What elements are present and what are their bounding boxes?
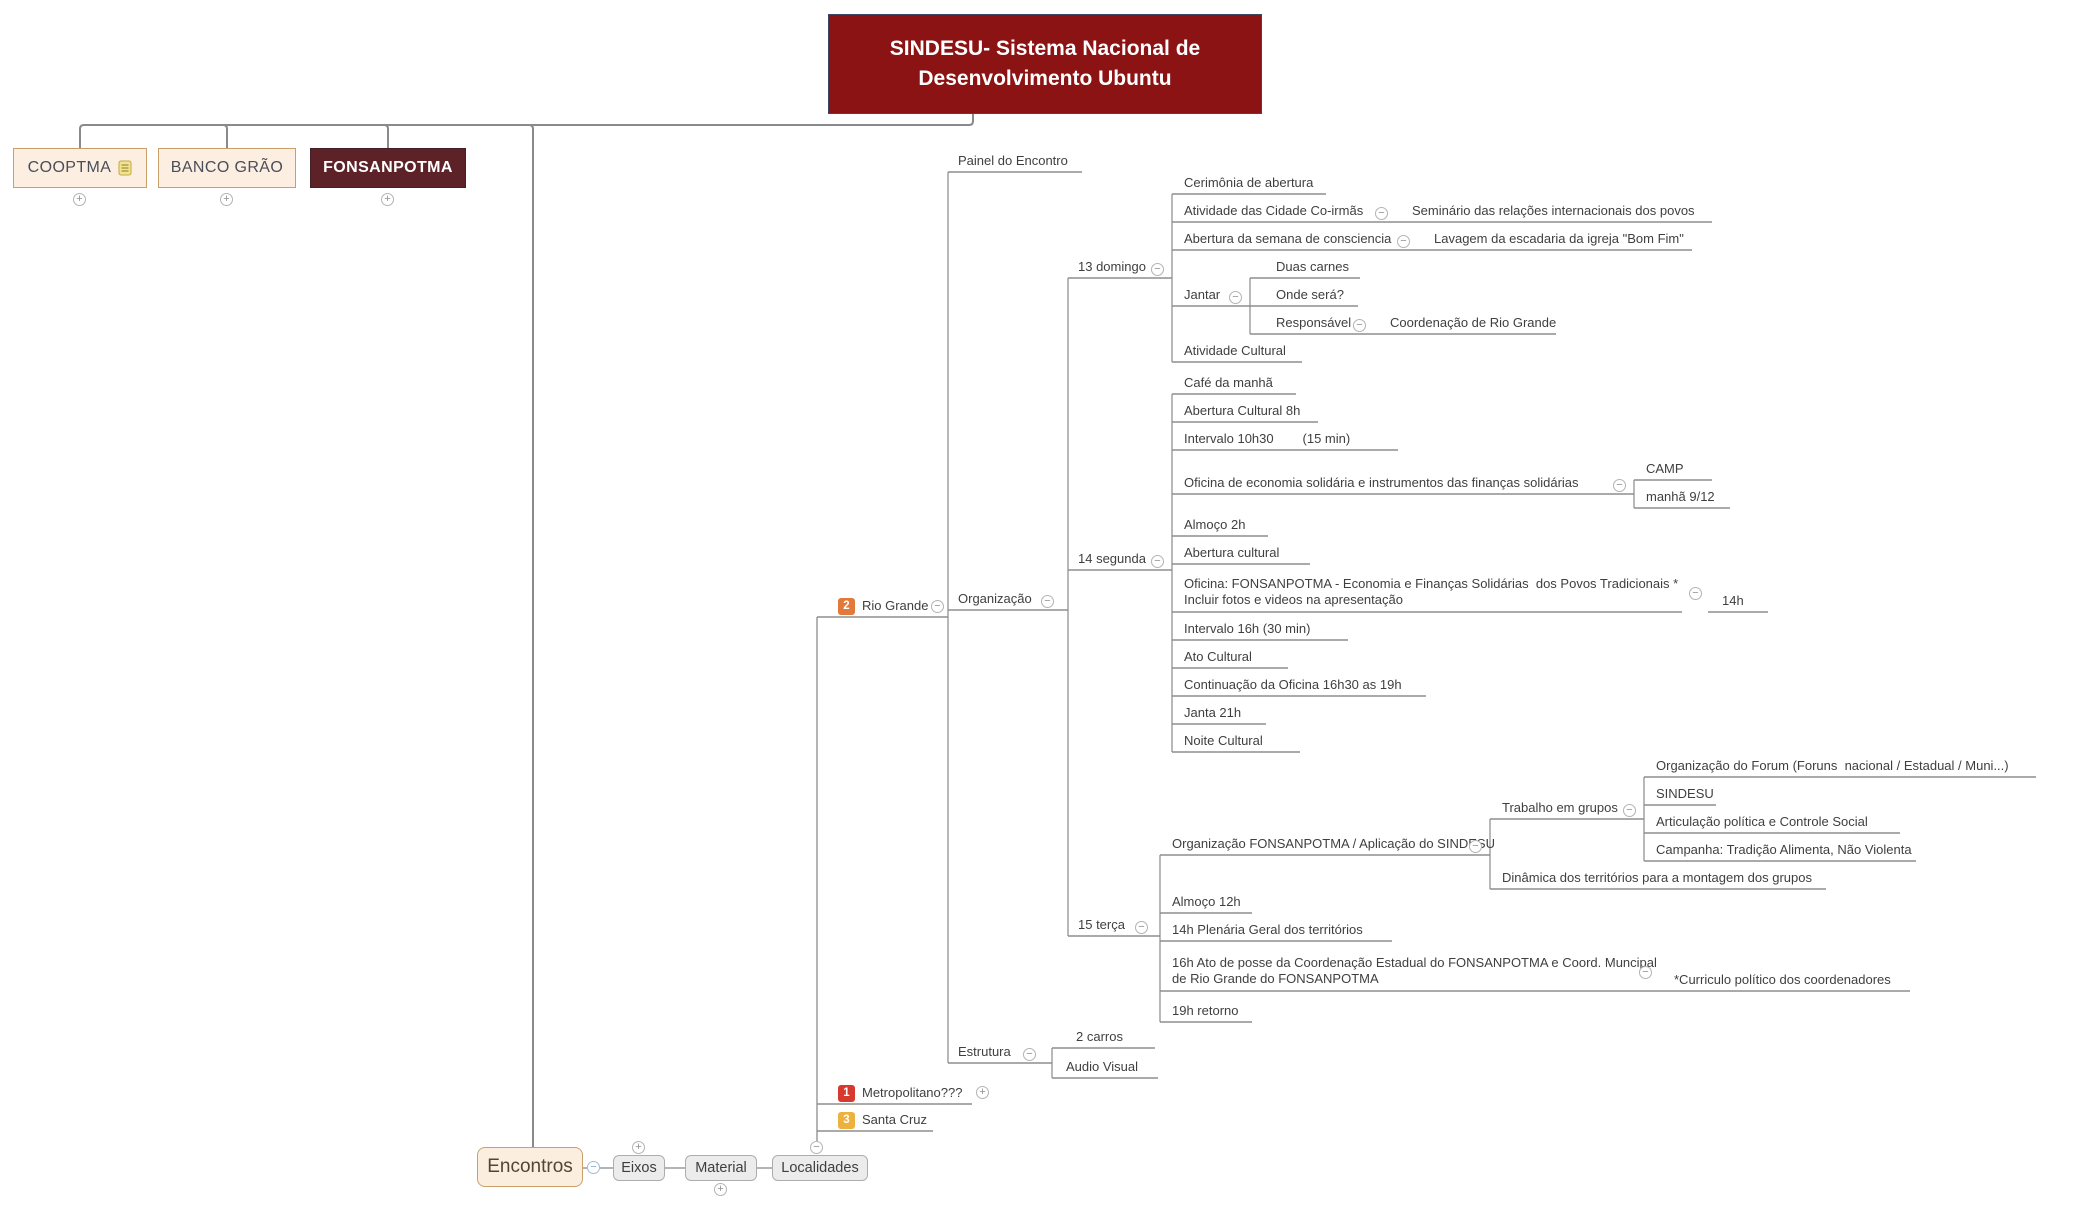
node-plenaria-geral[interactable]: 14h Plenária Geral dos territórios — [1172, 922, 1363, 937]
expand-icon[interactable]: + — [220, 193, 233, 206]
expand-icon[interactable]: + — [976, 1086, 989, 1099]
collapse-icon[interactable]: − — [1689, 587, 1702, 600]
priority-1-icon: 1 — [838, 1085, 855, 1102]
collapse-icon[interactable]: − — [1397, 235, 1410, 248]
node-abertura-semana[interactable]: Abertura da semana de consciencia — [1184, 231, 1392, 246]
collapse-icon[interactable]: − — [1375, 207, 1388, 220]
expand-icon[interactable]: + — [381, 193, 394, 206]
collapse-icon[interactable]: − — [587, 1161, 600, 1174]
node-atividade-cidades[interactable]: Atividade das Cidade Co-irmãs — [1184, 203, 1364, 218]
node-manha-9-12[interactable]: manhã 9/12 — [1646, 489, 1715, 504]
collapse-icon[interactable]: − — [1613, 479, 1626, 492]
node-material[interactable]: Material — [685, 1155, 757, 1181]
node-13-domingo[interactable]: 13 domingo — [1078, 259, 1146, 274]
node-janta-21h[interactable]: Janta 21h — [1184, 705, 1242, 720]
node-label: COOPTMA — [27, 159, 112, 176]
node-org-aplicacao-sindesu[interactable]: Organização FONSANPOTMA / Aplicação do S… — [1172, 836, 1495, 851]
node-abertura-cultural-8h[interactable]: Abertura Cultural 8h — [1184, 403, 1301, 418]
node-almoco-12h[interactable]: Almoço 12h — [1172, 894, 1241, 909]
node-duas-carnes[interactable]: Duas carnes — [1276, 259, 1349, 274]
collapse-icon[interactable]: − — [810, 1141, 823, 1154]
priority-3-icon: 3 — [838, 1112, 855, 1129]
collapse-icon[interactable]: − — [1151, 555, 1164, 568]
note-icon — [118, 160, 132, 176]
node-camp[interactable]: CAMP — [1646, 461, 1684, 476]
node-campanha-tradicao[interactable]: Campanha: Tradição Alimenta, Não Violent… — [1656, 842, 1912, 857]
expand-icon[interactable]: + — [73, 193, 86, 206]
node-responsavel[interactable]: Responsável — [1276, 315, 1352, 330]
node-2-carros[interactable]: 2 carros — [1076, 1029, 1123, 1044]
node-atividade-cultural[interactable]: Atividade Cultural — [1184, 343, 1286, 358]
node-oficina-fonsanpotma-line2[interactable]: Incluir fotos e videos na apresentação — [1184, 592, 1403, 607]
node-almoco-2h[interactable]: Almoço 2h — [1184, 517, 1246, 532]
node-coordenacao-rio-grande[interactable]: Coordenação de Rio Grande — [1390, 315, 1557, 330]
node-santa-cruz[interactable]: Santa Cruz — [862, 1112, 928, 1127]
node-estrutura[interactable]: Estrutura — [958, 1044, 1011, 1059]
node-continuacao-oficina[interactable]: Continuação da Oficina 16h30 as 19h — [1184, 677, 1402, 692]
node-organizacao[interactable]: Organização — [958, 591, 1032, 606]
root-node[interactable]: SINDESU- Sistema Nacional de Desenvolvim… — [828, 14, 1262, 114]
node-cooptma[interactable]: COOPTMA — [13, 148, 147, 188]
collapse-icon[interactable]: − — [931, 600, 944, 613]
node-encontros[interactable]: Encontros — [477, 1147, 583, 1187]
node-fonsanpotma[interactable]: FONSANPOTMA — [310, 148, 466, 188]
collapse-icon[interactable]: − — [1469, 840, 1482, 853]
node-painel-do-encontro[interactable]: Painel do Encontro — [958, 153, 1068, 168]
expand-icon[interactable]: + — [632, 1141, 645, 1154]
node-audio-visual[interactable]: Audio Visual — [1066, 1059, 1139, 1074]
collapse-icon[interactable]: − — [1151, 263, 1164, 276]
node-ato-de-posse[interactable]: 16h Ato de posse da Coordenação Estadual… — [1172, 955, 1657, 970]
expand-icon[interactable]: + — [714, 1183, 727, 1196]
node-cerimonia-abertura[interactable]: Cerimônia de abertura — [1184, 175, 1314, 190]
node-sindesu[interactable]: SINDESU — [1656, 786, 1714, 801]
collapse-icon[interactable]: − — [1135, 921, 1148, 934]
node-14h[interactable]: 14h — [1722, 593, 1744, 608]
node-articulacao-politica[interactable]: Articulação política e Controle Social — [1656, 814, 1868, 829]
node-ato-cultural[interactable]: Ato Cultural — [1184, 649, 1252, 664]
node-oficina-economia[interactable]: Oficina de economia solidária e instrume… — [1184, 475, 1579, 490]
node-organizacao-forum[interactable]: Organização do Forum (Foruns nacional / … — [1656, 758, 2009, 773]
collapse-icon[interactable]: − — [1623, 804, 1636, 817]
node-lavagem-escadaria[interactable]: Lavagem da escadaria da igreja "Bom Fim" — [1434, 231, 1684, 246]
node-dinamica-territorios[interactable]: Dinâmica dos territórios para a montagem… — [1502, 870, 1812, 885]
collapse-icon[interactable]: − — [1229, 291, 1242, 304]
node-eixos[interactable]: Eixos — [613, 1155, 665, 1181]
node-intervalo-16h[interactable]: Intervalo 16h (30 min) — [1184, 621, 1311, 636]
node-onde-sera[interactable]: Onde será? — [1276, 287, 1344, 302]
node-metropolitano[interactable]: Metropolitano??? — [862, 1085, 963, 1100]
node-localidades[interactable]: Localidades — [772, 1155, 868, 1181]
node-banco-grao[interactable]: BANCO GRÃO — [158, 148, 296, 188]
node-15-terca[interactable]: 15 terça — [1078, 917, 1125, 932]
node-noite-cultural[interactable]: Noite Cultural — [1184, 733, 1263, 748]
collapse-icon[interactable]: − — [1353, 319, 1366, 332]
node-trabalho-em-grupos[interactable]: Trabalho em grupos — [1502, 800, 1618, 815]
node-abertura-cultural[interactable]: Abertura cultural — [1184, 545, 1280, 560]
collapse-icon[interactable]: − — [1639, 966, 1652, 979]
priority-2-icon: 2 — [838, 598, 855, 615]
node-intervalo-10h30[interactable]: Intervalo 10h30 (15 min) — [1184, 431, 1351, 446]
collapse-icon[interactable]: − — [1023, 1048, 1036, 1061]
collapse-icon[interactable]: − — [1041, 595, 1054, 608]
node-rio-grande[interactable]: Rio Grande — [862, 598, 929, 613]
node-oficina-fonsanpotma[interactable]: Oficina: FONSANPOTMA - Economia e Finanç… — [1184, 576, 1679, 591]
node-cafe-da-manha[interactable]: Café da manhã — [1184, 375, 1273, 390]
node-ato-de-posse-line2[interactable]: de Rio Grande do FONSANPOTMA — [1172, 971, 1379, 986]
node-curriculo-politico[interactable]: *Curriculo político dos coordenadores — [1674, 972, 1891, 987]
node-14-segunda[interactable]: 14 segunda — [1078, 551, 1146, 566]
node-seminario[interactable]: Seminário das relações internacionais do… — [1412, 203, 1695, 218]
node-19h-retorno[interactable]: 19h retorno — [1172, 1003, 1239, 1018]
node-jantar[interactable]: Jantar — [1184, 287, 1221, 302]
